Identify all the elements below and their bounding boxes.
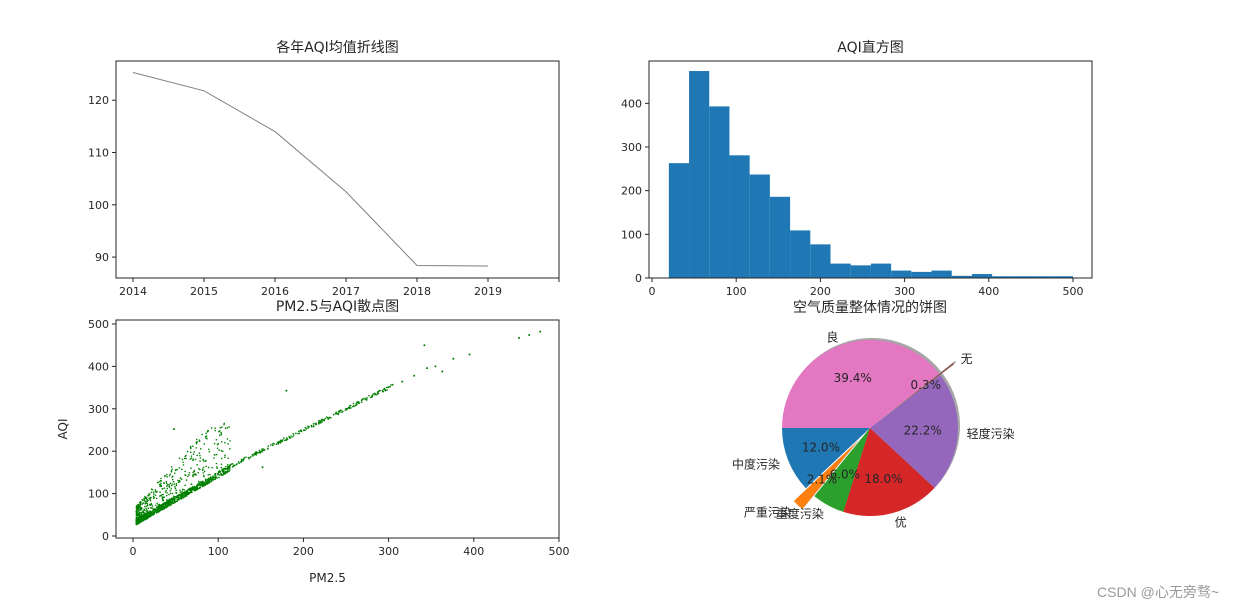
line-chart-aqi-by-year: 2014 2015 2016 2017 2018 2019 90 100 110 120 各年AQI… xyxy=(88,40,560,298)
histogram-bar xyxy=(830,263,851,278)
scatter-axes-frame xyxy=(115,319,560,539)
scatter-x-tick-label: 100 xyxy=(208,545,229,558)
pie-pct-label: 39.4% xyxy=(834,371,872,385)
pie-labels: 中度污染 12.0% 严重污染 2.1% 重度污染 6.0% 优 18.0% 轻度污染 22.2%… xyxy=(732,330,1015,530)
pie-slice xyxy=(782,340,940,428)
histogram-bar xyxy=(992,276,1013,278)
watermark: CSDN @心无旁骛~ xyxy=(1097,584,1219,600)
histogram-bar xyxy=(729,155,750,278)
histogram-x-tick-label: 400 xyxy=(978,285,999,298)
histogram-bar xyxy=(870,263,892,278)
line-chart-y-tick-label: 90 xyxy=(95,251,109,264)
scatter-y-tick-label: 300 xyxy=(88,403,109,416)
line-chart-x-tick-label: 2017 xyxy=(332,285,360,298)
pie-slice-label: 无 xyxy=(961,352,973,366)
histogram-bar xyxy=(931,270,952,278)
line-chart-y-tick-label: 110 xyxy=(88,147,109,160)
histogram-bar xyxy=(749,174,770,278)
histogram-bar xyxy=(689,71,710,278)
scatter-y-tick-label: 500 xyxy=(88,318,109,331)
histogram-bar xyxy=(668,163,690,278)
histogram-y-tick-label: 400 xyxy=(621,97,642,110)
histogram-x-tick-label: 500 xyxy=(1063,285,1084,298)
pie-pct-label: 12.0% xyxy=(802,440,840,454)
line-chart-y-tick-label: 120 xyxy=(88,94,109,107)
histogram-x-tick-label: 200 xyxy=(810,285,831,298)
line-chart-x-tick-label: 2016 xyxy=(261,285,289,298)
histogram-bar xyxy=(810,244,831,278)
scatter-pm25-vs-aqi: 0 100 200 300 400 500 0 100 200 300 400 500 PM2.5与AQ… xyxy=(56,299,570,585)
scatter-y-label: AQI xyxy=(56,419,70,440)
line-chart-x-tick-label: 2015 xyxy=(190,285,218,298)
histogram-bar xyxy=(1032,276,1053,278)
pie-slice xyxy=(793,440,858,510)
pie-slice-label: 严重污染 xyxy=(744,505,792,520)
histogram-y-tick-label: 200 xyxy=(621,185,642,198)
histogram-bar xyxy=(1052,276,1073,278)
pie-slice xyxy=(883,362,955,418)
pie-slice-label: 良 xyxy=(826,330,838,345)
line-chart-axes-frame xyxy=(115,60,560,279)
histogram-bar xyxy=(790,230,811,278)
scatter-x-tick-label: 300 xyxy=(378,545,399,558)
scatter-points xyxy=(135,330,542,526)
line-series xyxy=(132,72,489,267)
histogram-x-tick-label: 100 xyxy=(726,285,747,298)
pie-slice-label: 优 xyxy=(895,516,907,530)
line-chart-y-tick-label: 100 xyxy=(88,199,109,212)
scatter-x-tick-label: 200 xyxy=(293,545,314,558)
line-chart-x-tick-label: 2019 xyxy=(474,285,502,298)
pie-slice xyxy=(814,428,870,512)
pie-slice-label: 中度污染 xyxy=(732,457,780,472)
pie-pct-label: 18.0% xyxy=(864,472,902,486)
histogram-bar xyxy=(911,271,932,278)
pie-slice xyxy=(782,428,870,489)
histogram-axes-frame xyxy=(648,60,1093,279)
pie-pct-label: 6.0% xyxy=(830,467,861,481)
scatter-y-tick-label: 400 xyxy=(88,360,109,373)
scatter-x-tick-label: 500 xyxy=(549,545,570,558)
scatter-y-tick-label: 200 xyxy=(88,445,109,458)
scatter-x-tick-label: 400 xyxy=(463,545,484,558)
line-chart-x-tick-label: 2018 xyxy=(403,285,431,298)
histogram-y-tick-label: 100 xyxy=(621,228,642,241)
pie-pct-label: 0.3% xyxy=(911,378,942,392)
pie-slice-label: 轻度污染 xyxy=(967,426,1015,441)
pie-slices xyxy=(782,340,958,517)
line-chart-x-tick-label: 2014 xyxy=(119,285,147,298)
pie-slice xyxy=(870,374,958,488)
histogram-x-tick-label: 300 xyxy=(894,285,915,298)
histogram-bar xyxy=(709,106,730,278)
pie-pct-label: 2.1% xyxy=(807,472,838,486)
pie-pct-label: 22.2% xyxy=(904,424,942,438)
histogram-bar xyxy=(971,274,993,278)
scatter-title: PM2.5与AQI散点图 xyxy=(276,299,399,315)
histogram-y-tick-label: 300 xyxy=(621,141,642,154)
pie-slice-label: 重度污染 xyxy=(776,506,824,521)
pie-slice xyxy=(843,428,935,517)
histogram-bar xyxy=(1012,276,1033,278)
histogram-bar xyxy=(850,265,871,278)
scatter-y-tick-label: 0 xyxy=(102,530,109,543)
line-chart-title: 各年AQI均值折线图 xyxy=(276,40,398,56)
histogram-bar xyxy=(951,275,972,278)
histogram-bar xyxy=(891,270,912,278)
histogram-aqi: 0 100 200 300 400 500 0 100 200 300 400 AQI直方图 xyxy=(621,39,1093,298)
histogram-x-tick-label: 0 xyxy=(649,285,656,298)
histogram-y-tick-label: 0 xyxy=(635,272,642,285)
pie-title: 空气质量整体情况的饼图 xyxy=(793,300,947,316)
histogram-title: AQI直方图 xyxy=(837,39,903,56)
histogram-bar xyxy=(769,196,791,278)
scatter-x-label: PM2.5 xyxy=(309,571,346,585)
scatter-y-tick-label: 100 xyxy=(88,488,109,501)
scatter-x-tick-label: 0 xyxy=(130,545,137,558)
